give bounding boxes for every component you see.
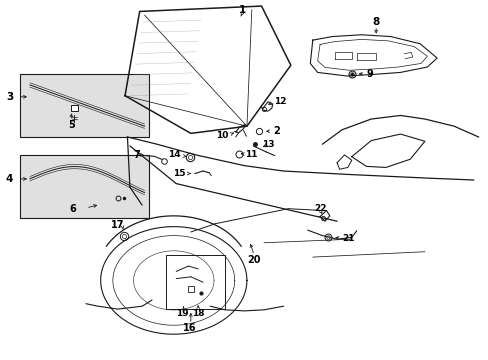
Text: 9: 9 (366, 69, 372, 79)
Bar (20, 74, 149, 137)
Text: 12: 12 (273, 96, 285, 105)
Bar (166, 255, 224, 309)
Text: 2: 2 (272, 126, 279, 136)
Text: 8: 8 (372, 17, 379, 27)
Text: 10: 10 (216, 131, 228, 140)
Text: 18: 18 (191, 309, 204, 318)
Text: 7: 7 (133, 150, 140, 160)
Text: 15: 15 (173, 169, 185, 178)
Bar (20, 155, 149, 218)
Text: 19: 19 (175, 309, 188, 318)
Text: 21: 21 (341, 234, 354, 243)
Text: 13: 13 (261, 140, 274, 149)
Bar (70, 105, 78, 111)
Text: 20: 20 (247, 255, 261, 265)
Text: 22: 22 (313, 204, 325, 213)
Text: 6: 6 (69, 204, 76, 214)
Text: 3: 3 (6, 92, 13, 102)
Text: 11: 11 (245, 150, 258, 159)
Text: 17: 17 (111, 220, 124, 230)
Text: 5: 5 (68, 121, 75, 130)
Text: 1: 1 (238, 5, 245, 15)
Text: 14: 14 (168, 150, 181, 159)
Text: 4: 4 (6, 174, 13, 184)
Text: 16: 16 (183, 323, 196, 333)
